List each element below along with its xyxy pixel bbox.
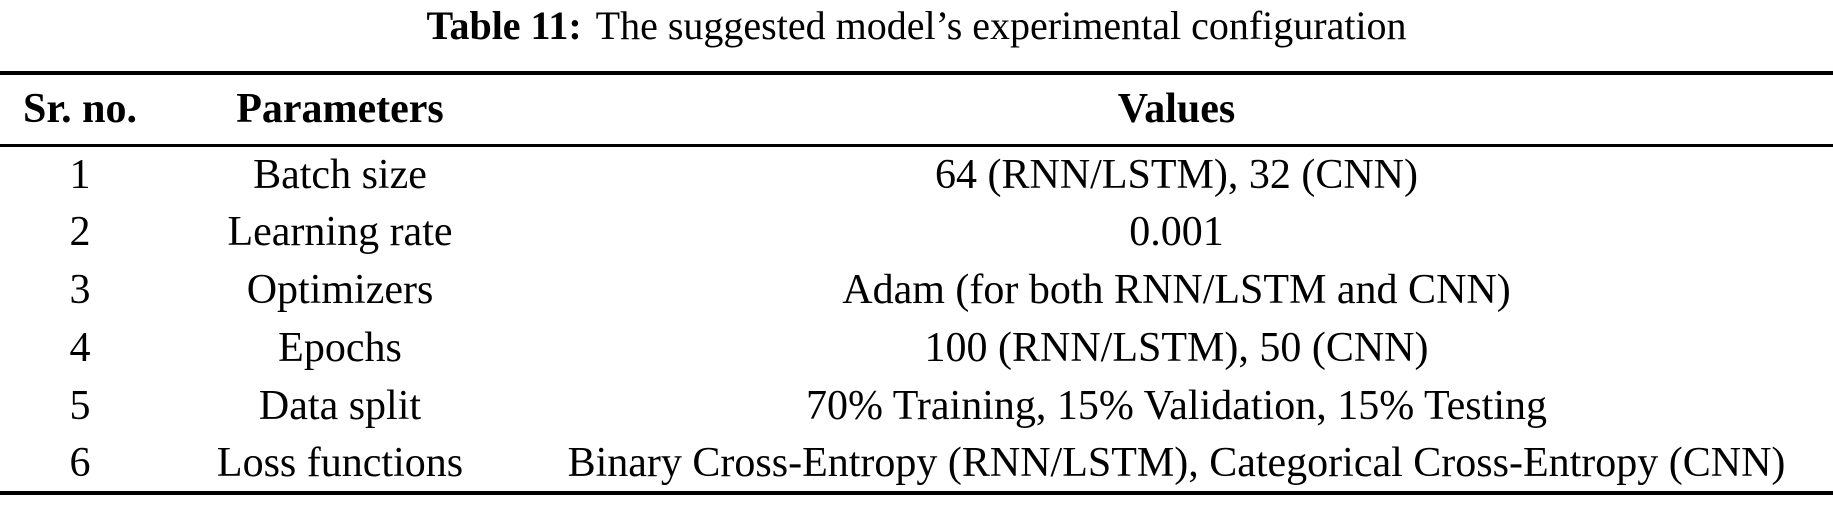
cell-value: Adam (for both RNN/LSTM and CNN): [842, 267, 1511, 313]
cell-parameter: Learning rate: [227, 209, 453, 255]
cell-value: 0.001: [1129, 209, 1224, 255]
column-header-values: Values: [1117, 86, 1236, 133]
cell-value: 64 (RNN/LSTM), 32 (CNN): [935, 151, 1418, 198]
cell-parameter: Data split: [258, 383, 422, 429]
table-row: 5 Data split 70% Training, 15% Validatio…: [0, 377, 1833, 435]
table-row: 1 Batch size 64 (RNN/LSTM), 32 (CNN): [0, 145, 1833, 203]
cell-value: 70% Training, 15% Validation, 15% Testin…: [805, 383, 1547, 429]
cell-parameter: Optimizers: [246, 267, 434, 313]
cell-value: 100 (RNN/LSTM), 50 (CNN): [924, 325, 1429, 371]
cell-parameter: Epochs: [278, 325, 402, 371]
cell-sr-no: 1: [69, 151, 91, 198]
cell-parameter: Loss functions: [216, 440, 464, 486]
column-header-sr-no: Sr. no.: [22, 86, 137, 133]
table-row: 2 Learning rate 0.001: [0, 203, 1833, 261]
table-caption-label: Table 11:: [426, 3, 582, 48]
cell-parameter: Batch size: [253, 151, 427, 198]
table-header: Sr. no. Parameters Values: [0, 73, 1833, 145]
cell-sr-no: 4: [69, 325, 91, 371]
table-caption: Table 11: The suggested model’s experimen…: [0, 2, 1833, 50]
table-header-row: Sr. no. Parameters Values: [0, 73, 1833, 145]
cell-value: Binary Cross-Entropy (RNN/LSTM), Categor…: [567, 440, 1786, 486]
table-row: 3 Optimizers Adam (for both RNN/LSTM and…: [0, 261, 1833, 319]
column-header-parameters: Parameters: [236, 86, 444, 133]
table-row: 6 Loss functions Binary Cross-Entropy (R…: [0, 435, 1833, 493]
experimental-configuration-table: Sr. no. Parameters Values 1 Batch size 6…: [0, 71, 1833, 495]
table-row: 4 Epochs 100 (RNN/LSTM), 50 (CNN): [0, 319, 1833, 377]
cell-sr-no: 6: [69, 440, 91, 486]
cell-sr-no: 2: [69, 209, 91, 255]
table-body: 1 Batch size 64 (RNN/LSTM), 32 (CNN) 2 L…: [0, 145, 1833, 493]
cell-sr-no: 5: [69, 383, 91, 429]
cell-sr-no: 3: [69, 267, 91, 313]
table-caption-text: The suggested model’s experimental confi…: [595, 3, 1407, 48]
